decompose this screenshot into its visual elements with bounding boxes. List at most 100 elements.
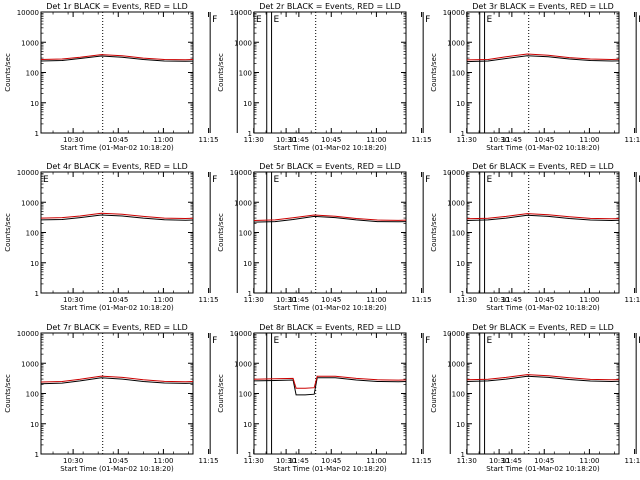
x-tick-label: 11:15: [624, 296, 640, 304]
x-tick-label: 10:45: [321, 136, 341, 144]
x-tick-label: 11:45: [502, 457, 522, 465]
plot-frame: [40, 332, 194, 455]
series-line-events: [254, 377, 406, 396]
y-tick-label: 10: [30, 260, 39, 268]
plot-frame: [466, 332, 620, 455]
x-tick-label: 11:45: [289, 136, 309, 144]
x-tick-label: 11:00: [366, 457, 386, 465]
time-marker-label: F: [212, 336, 217, 346]
panel-1: Det 1r BLACK = Events, RED = LLD 1 10 100 10…: [4, 2, 309, 152]
time-marker-label: E: [487, 175, 493, 185]
x-tick-label: 11:00: [366, 296, 386, 304]
x-tick-label: 11:30: [244, 136, 264, 144]
series-line-lld: [254, 214, 406, 221]
x-axis-label: Start Time (01-Mar-02 10:18:20): [60, 465, 174, 473]
x-axis-label: Start Time (01-Mar-02 10:18:20): [486, 304, 600, 312]
x-axis-label: Start Time (01-Mar-02 10:18:20): [486, 144, 600, 152]
y-axis-label: Counts/sec: [4, 374, 12, 413]
time-marker-label: F: [425, 175, 430, 185]
x-tick-label: 10:45: [534, 296, 554, 304]
y-tick-label: 100: [239, 230, 252, 238]
panel-title: Det 7r BLACK = Events, RED = LLD: [46, 323, 188, 332]
x-tick-label: 10:45: [321, 457, 341, 465]
x-tick-label: 11:45: [289, 296, 309, 304]
panel-6: Det 6r BLACK = Events, RED = LLD 1 10 100 10…: [430, 162, 640, 312]
y-axis-label: Counts/sec: [217, 213, 225, 252]
x-axis-label: Start Time (01-Mar-02 10:18:20): [273, 304, 387, 312]
y-tick-label: 10: [30, 100, 39, 108]
panel-title: Det 2r BLACK = Events, RED = LLD: [259, 2, 401, 11]
y-tick-label: 100: [26, 70, 39, 78]
panel-3: Det 3r BLACK = Events, RED = LLD 1 10 100 10…: [430, 2, 640, 152]
y-tick-label: 100: [452, 230, 465, 238]
panel-7: Det 7r BLACK = Events, RED = LLD 1 10 100 10…: [4, 323, 309, 473]
series-line-events: [41, 377, 193, 385]
panel-title: Det 3r BLACK = Events, RED = LLD: [472, 2, 614, 11]
time-marker-label: F: [638, 15, 640, 25]
x-tick-label: 11:30: [457, 136, 477, 144]
panel-4: Det 4r BLACK = Events, RED = LLD 1 10 100 10…: [4, 162, 309, 312]
y-tick-label: 10000: [443, 9, 465, 17]
y-tick-label: 1000: [447, 199, 465, 207]
series-line-lld: [41, 212, 193, 220]
y-tick-label: 1: [248, 290, 252, 298]
x-tick-label: 11:15: [411, 136, 431, 144]
time-marker-label: E: [274, 15, 280, 25]
y-tick-label: 10000: [230, 330, 252, 338]
x-tick-label: 10:30: [489, 136, 509, 144]
x-tick-label: 11:15: [198, 136, 218, 144]
time-marker-label: E: [487, 336, 493, 346]
x-tick-label: 11:00: [579, 296, 599, 304]
y-tick-label: 1: [461, 130, 465, 138]
x-tick-label: 11:30: [244, 457, 264, 465]
x-tick-label: 11:00: [579, 457, 599, 465]
time-marker-label: E: [487, 15, 493, 25]
time-marker-label: F: [212, 175, 217, 185]
y-tick-label: 100: [452, 391, 465, 399]
y-tick-label: 10: [243, 421, 252, 429]
panel-title: Det 8r BLACK = Events, RED = LLD: [259, 323, 401, 332]
x-tick-label: 10:45: [108, 136, 128, 144]
y-tick-label: 1000: [234, 39, 252, 47]
series-line-events: [467, 214, 619, 222]
x-tick-label: 11:00: [153, 457, 173, 465]
x-tick-label: 10:30: [63, 296, 83, 304]
x-tick-label: 10:30: [276, 457, 296, 465]
panel-title: Det 1r BLACK = Events, RED = LLD: [46, 2, 188, 11]
x-tick-label: 11:00: [366, 136, 386, 144]
y-axis-label: Counts/sec: [430, 213, 438, 252]
x-tick-label: 10:30: [489, 457, 509, 465]
y-tick-label: 10: [30, 421, 39, 429]
series-line-lld: [254, 375, 406, 389]
y-tick-label: 1000: [21, 360, 39, 368]
y-tick-label: 1000: [21, 39, 39, 47]
y-tick-label: 1: [35, 451, 39, 459]
y-tick-label: 10: [243, 260, 252, 268]
y-tick-label: 1: [35, 290, 39, 298]
series-line-lld: [41, 54, 193, 61]
plot-frame: [40, 11, 194, 134]
panel-2: Det 2r BLACK = Events, RED = LLD 1 10 100 10…: [217, 2, 522, 152]
x-tick-label: 11:15: [624, 457, 640, 465]
x-tick-label: 10:45: [321, 296, 341, 304]
series-line-events: [467, 55, 619, 63]
plot-frame: [253, 171, 407, 294]
x-tick-label: 11:15: [198, 457, 218, 465]
y-axis-label: Counts/sec: [430, 374, 438, 413]
y-tick-label: 100: [26, 391, 39, 399]
time-marker-label: E: [274, 336, 280, 346]
series-line-lld: [467, 213, 619, 220]
time-marker-label: E: [43, 175, 49, 185]
series-line-events: [467, 375, 619, 383]
panel-8: Det 8r BLACK = Events, RED = LLD 1 10 100 10…: [217, 323, 522, 473]
y-tick-label: 1000: [234, 199, 252, 207]
y-tick-label: 1: [35, 130, 39, 138]
panel-title: Det 4r BLACK = Events, RED = LLD: [46, 162, 188, 171]
plot-frame: [466, 171, 620, 294]
x-tick-label: 11:45: [289, 457, 309, 465]
x-tick-label: 11:00: [579, 136, 599, 144]
series-line-events: [41, 55, 193, 62]
y-tick-label: 10: [456, 100, 465, 108]
y-tick-label: 1000: [447, 39, 465, 47]
x-tick-label: 10:30: [276, 136, 296, 144]
